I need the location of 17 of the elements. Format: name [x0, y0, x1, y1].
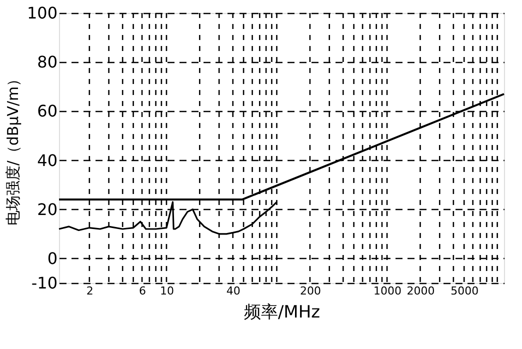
x-tick-label: 2 [86, 284, 94, 298]
x-tick-label: 2000 [406, 284, 435, 298]
x-tick-label: 1000 [374, 284, 402, 298]
y-tick-label: 100 [26, 4, 58, 22]
y-tick-label: 60 [37, 102, 58, 121]
x-tick-label: 10 [160, 284, 174, 298]
x-tick-label: 200 [300, 284, 321, 298]
x-tick-label: 5000 [450, 284, 479, 298]
y-tick-label: 20 [37, 200, 58, 219]
y-axis-title: 电场强度/（dBμV/m） [4, 71, 22, 226]
y-tick-label: 40 [37, 150, 58, 170]
y-tick-label: 80 [37, 52, 58, 72]
y-tick-label: 0 [47, 248, 58, 268]
x-axis-title: 频率/MHz [244, 302, 320, 322]
x-tick-label: 6 [139, 284, 146, 298]
y-tick-label: -10 [31, 274, 58, 292]
x-tick-label: 40 [226, 284, 240, 298]
